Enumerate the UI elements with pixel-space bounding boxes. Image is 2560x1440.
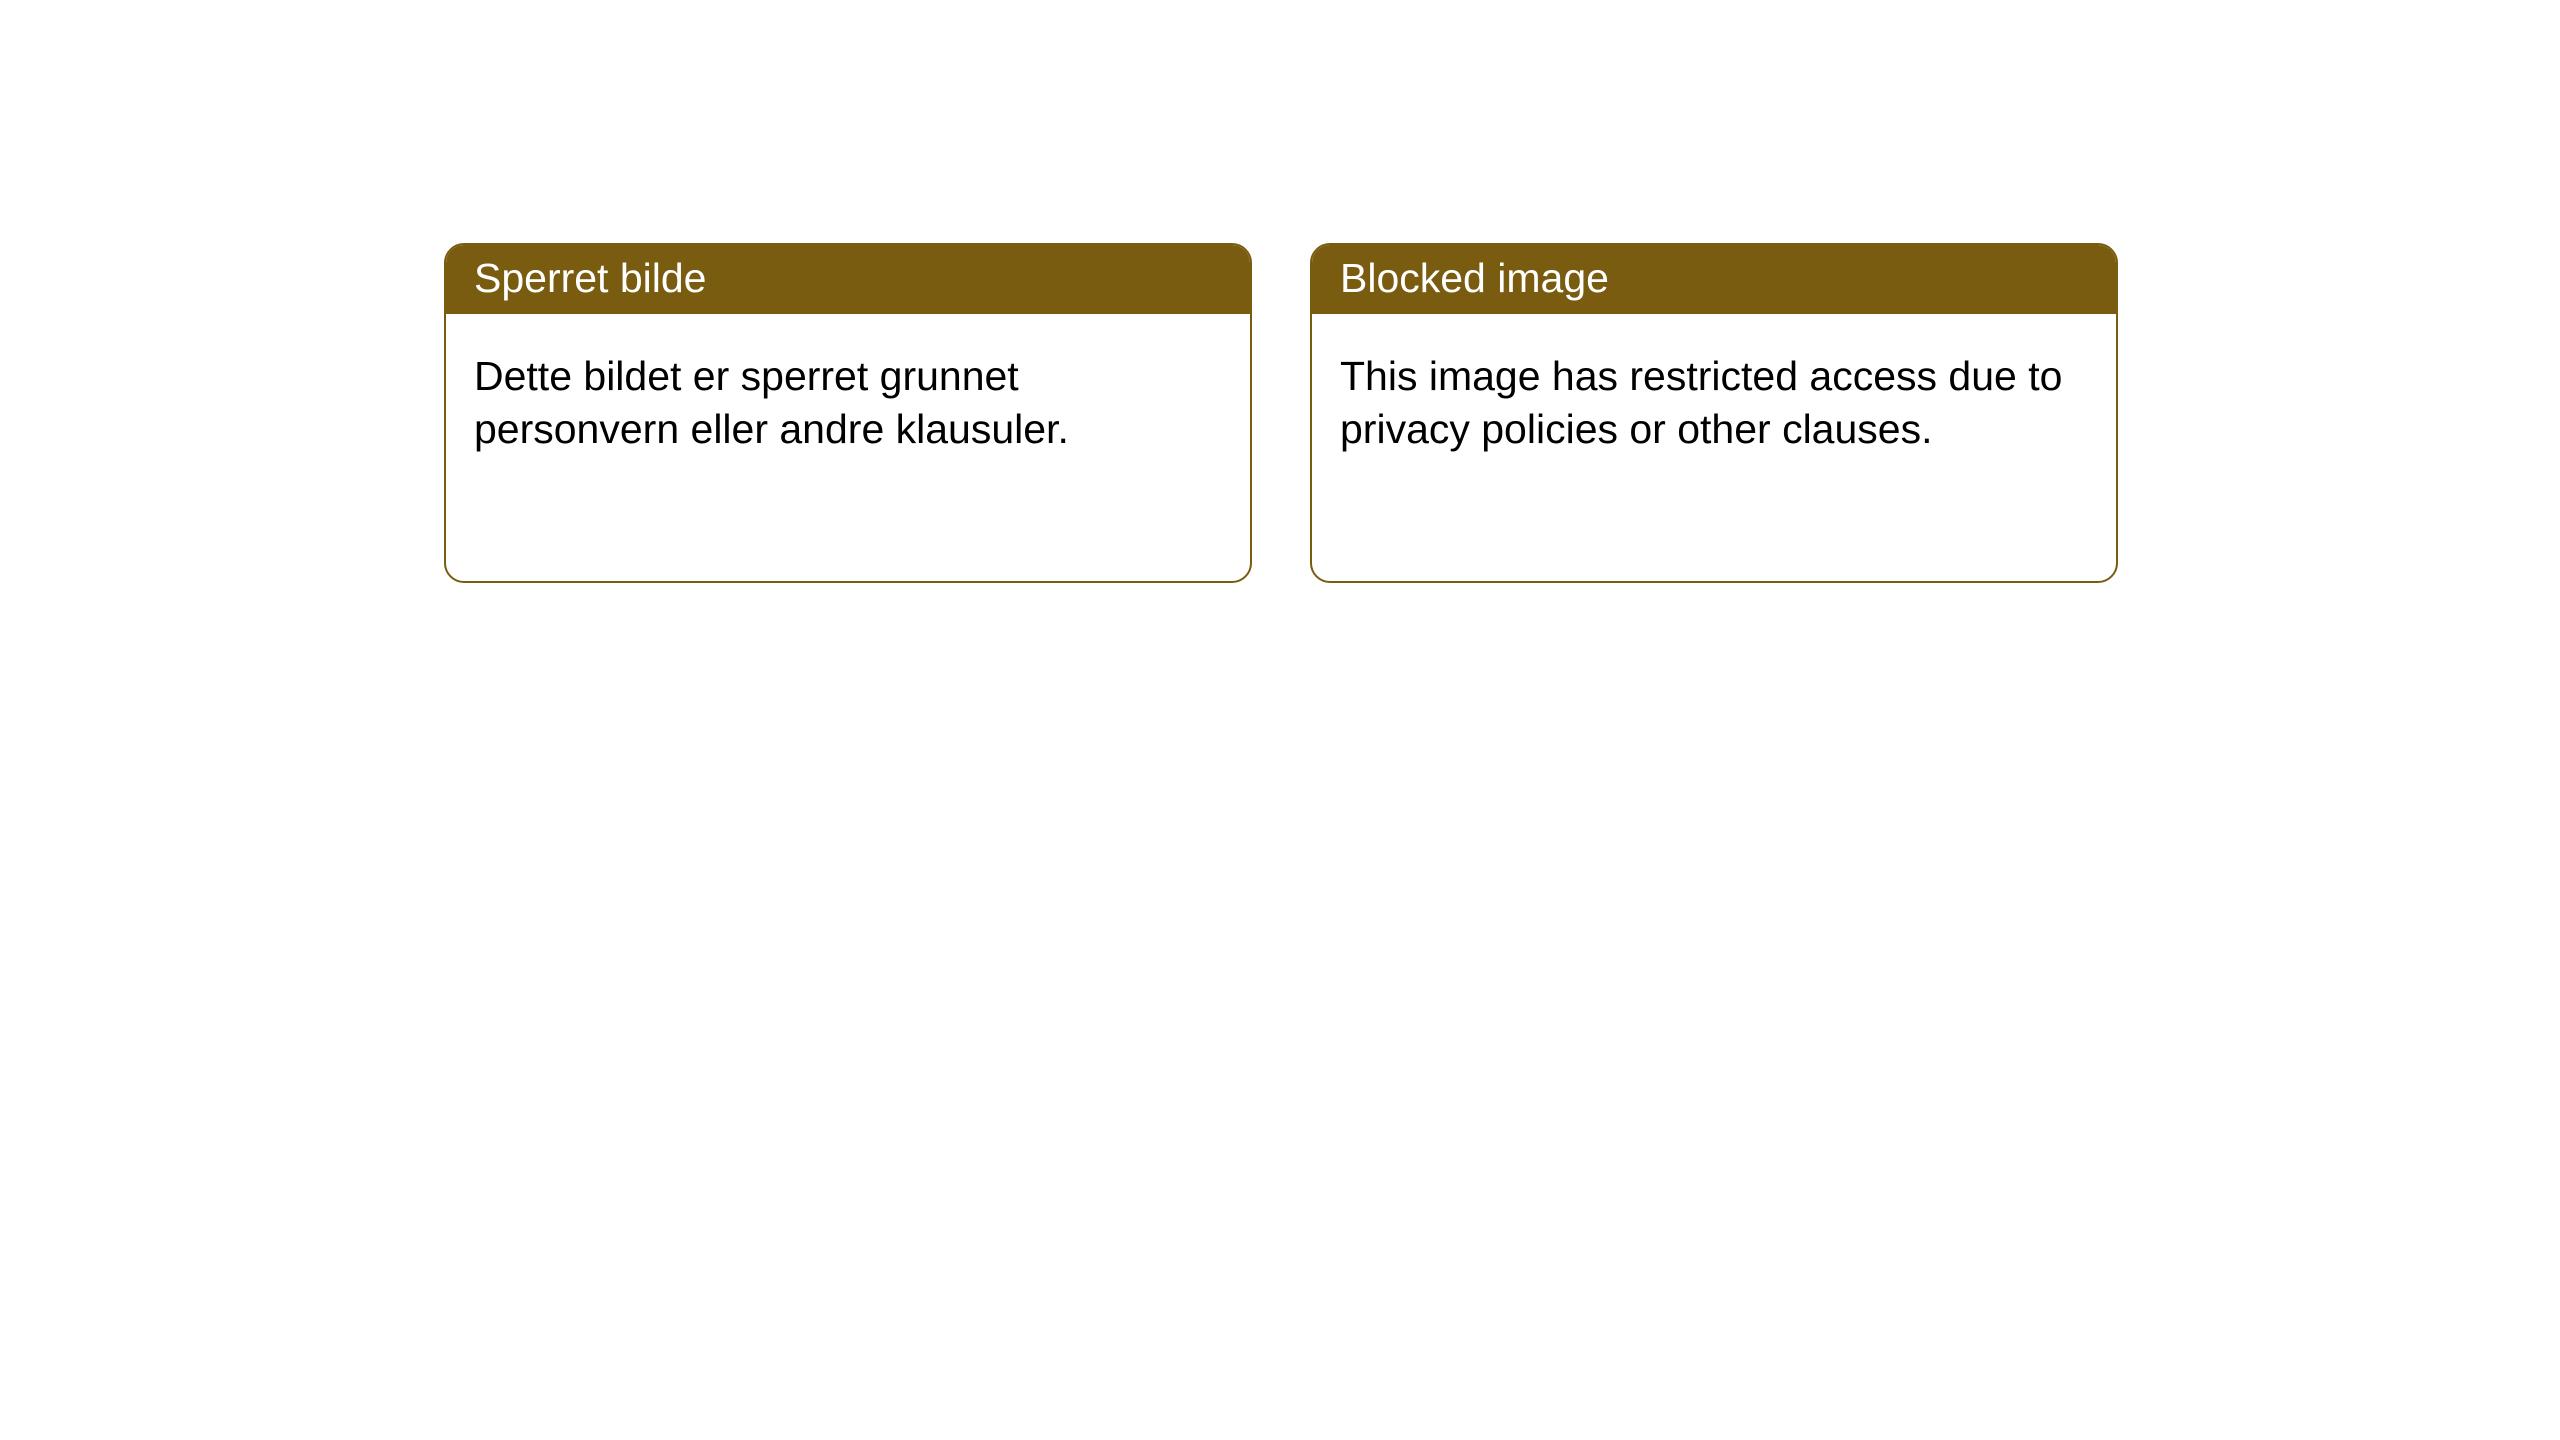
card-title: Sperret bilde <box>446 245 1250 314</box>
card-title: Blocked image <box>1312 245 2116 314</box>
blocked-image-card-no: Sperret bilde Dette bildet er sperret gr… <box>444 243 1252 583</box>
card-body: This image has restricted access due to … <box>1312 314 2116 485</box>
card-body: Dette bildet er sperret grunnet personve… <box>446 314 1250 485</box>
cards-container: Sperret bilde Dette bildet er sperret gr… <box>0 0 2560 583</box>
blocked-image-card-en: Blocked image This image has restricted … <box>1310 243 2118 583</box>
